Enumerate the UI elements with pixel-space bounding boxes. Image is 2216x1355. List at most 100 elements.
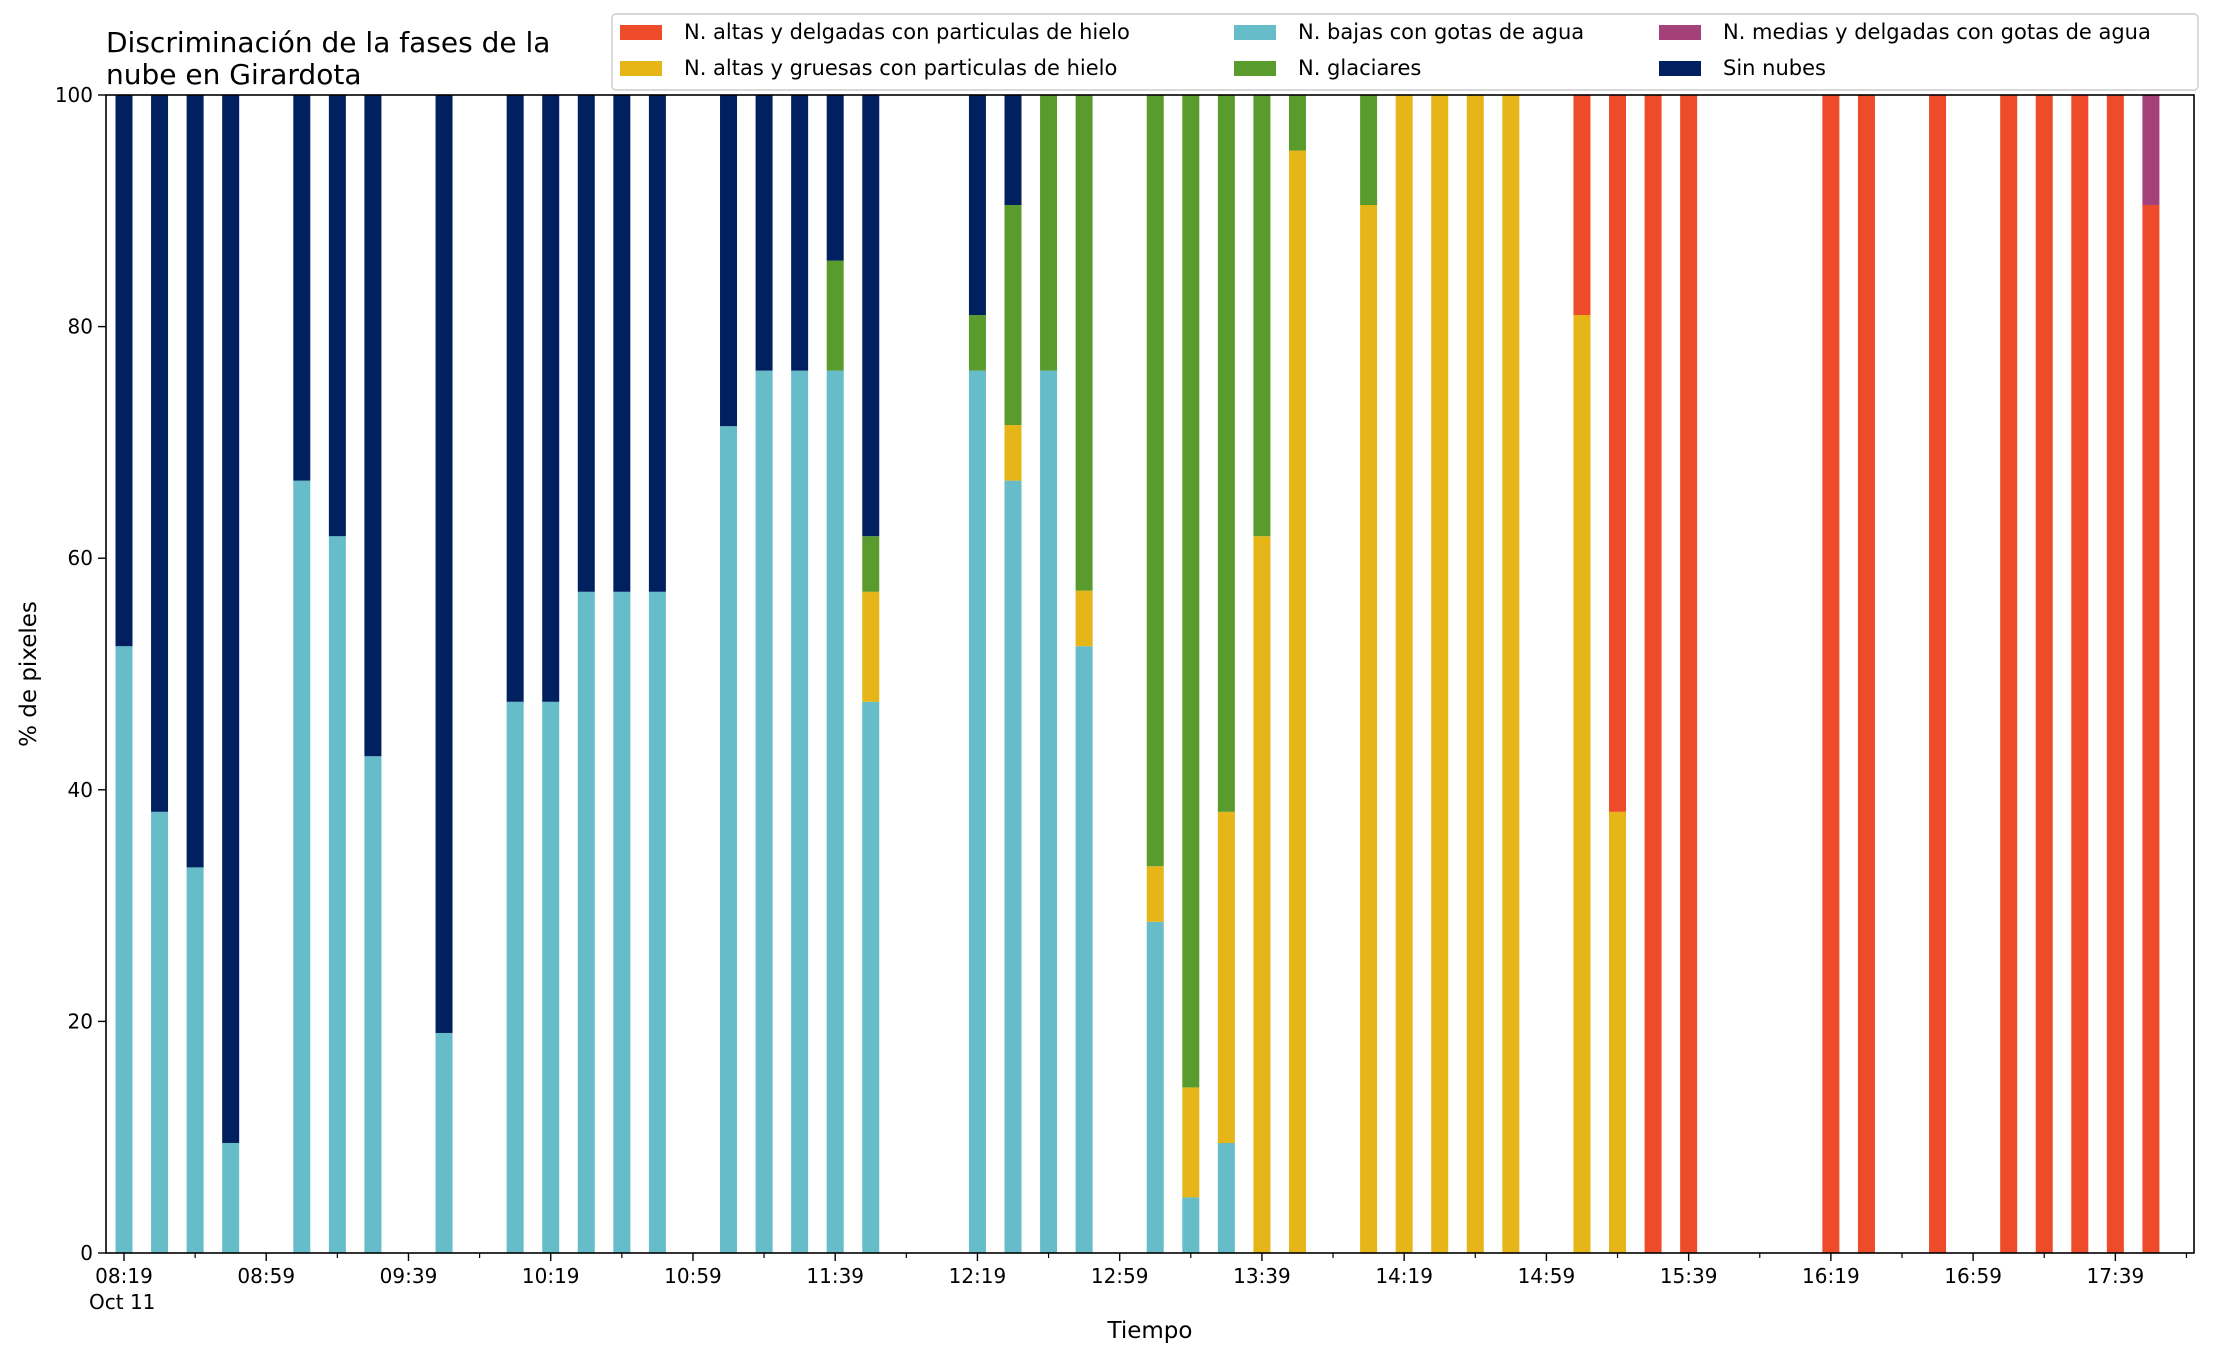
x-tick-label-2: 09:39: [380, 1264, 438, 1288]
x-tick-label-8: 13:39: [1233, 1264, 1291, 1288]
y-axis: 0 20 40 60 80 100: [55, 83, 106, 1265]
chart-title-line-2: nube en Girardota: [106, 58, 361, 91]
x-tick-label-5: 11:39: [806, 1264, 864, 1288]
legend-swatch-0-0: [620, 25, 662, 40]
bar-segment-0-0: [115, 646, 133, 1253]
x-tick-label-1: 08:59: [237, 1264, 295, 1288]
bar-segment-29-1: [1431, 95, 1449, 1253]
bar-segment-5-0: [328, 536, 346, 1253]
x-tick-label-3: 10:19: [522, 1264, 580, 1288]
legend-label-2-1: Sin nubes: [1723, 56, 1826, 80]
bar-segment-22-1: [1146, 866, 1164, 922]
bar-segment-41-3: [2071, 95, 2089, 1253]
legend-swatch-1-0: [1234, 25, 1276, 40]
bar-segment-11-0: [613, 591, 631, 1253]
legend-label-0-1: N. altas y gruesas con particulas de hie…: [684, 56, 1117, 80]
y-tick-label-1: 20: [68, 1009, 93, 1033]
bar-segment-37-3: [1857, 95, 1875, 1253]
x-tick-label-4: 10:59: [664, 1264, 722, 1288]
bar-segment-13-0: [720, 426, 738, 1253]
bar-segment-1-0: [151, 811, 169, 1253]
bar-segment-9-0: [542, 701, 560, 1253]
bar-segment-6-0: [364, 756, 382, 1253]
bar-segment-18-2: [968, 315, 986, 371]
bar-segment-19-2: [1004, 205, 1022, 426]
bar-segment-23-2: [1182, 95, 1200, 1088]
bar-segment-24-0: [1217, 1142, 1235, 1253]
bar-segment-33-3: [1609, 95, 1627, 812]
bar-segment-3-0: [222, 1142, 240, 1253]
bar-segment-10-5: [577, 95, 595, 592]
bar-segment-25-2: [1253, 95, 1271, 537]
bar-segment-26-1: [1288, 150, 1306, 1254]
bar-segment-26-2: [1288, 95, 1306, 151]
bar-segment-16-0: [826, 370, 844, 1254]
bar-segment-22-0: [1146, 921, 1164, 1253]
bar-segment-18-5: [968, 95, 986, 316]
bar-segment-32-1: [1573, 315, 1591, 1253]
bar-segment-15-5: [791, 95, 809, 371]
bar-segment-17-0: [862, 701, 880, 1253]
bar-segment-19-0: [1004, 480, 1022, 1253]
legend-swatch-1-1: [1234, 61, 1276, 76]
bar-segment-21-0: [1075, 646, 1093, 1253]
bar-segment-31-1: [1502, 95, 1520, 1253]
bar-segment-8-5: [506, 95, 524, 702]
legend-label-0-0: N. altas y delgadas con particulas de hi…: [684, 20, 1130, 44]
bar-segment-24-2: [1217, 95, 1235, 812]
x-axis-label: Tiempo: [1107, 1318, 1193, 1344]
bar-segment-12-0: [648, 591, 666, 1253]
bar-segment-42-3: [2106, 95, 2124, 1253]
bar-segment-8-0: [506, 701, 524, 1253]
bar-segment-10-0: [577, 591, 595, 1253]
legend-box: [611, 13, 2199, 91]
bar-segment-32-3: [1573, 95, 1591, 316]
bar-segment-9-5: [542, 95, 560, 702]
bar-segment-27-2: [1360, 95, 1378, 206]
x-tick-label-12: 16:19: [1802, 1264, 1860, 1288]
x-tick-label-13: 16:59: [1944, 1264, 2002, 1288]
bar-segment-25-1: [1253, 536, 1271, 1253]
x-tick-label-11: 15:39: [1660, 1264, 1718, 1288]
bar-segment-33-1: [1609, 811, 1627, 1253]
bar-segment-7-0: [435, 1032, 453, 1253]
x-tick-label-14: 17:39: [2087, 1264, 2145, 1288]
x-date-label: Oct 11: [89, 1290, 155, 1314]
y-tick-label-4: 80: [68, 315, 93, 339]
bar-segment-5-5: [328, 95, 346, 537]
bar-segment-2-0: [186, 867, 204, 1253]
legend-swatch-2-1: [1659, 61, 1701, 76]
bar-segment-6-5: [364, 95, 382, 757]
bar-segment-21-2: [1075, 95, 1093, 591]
bar-segment-1-5: [151, 95, 169, 812]
plot-frame: [105, 94, 2195, 1254]
bar-segment-12-5: [648, 95, 666, 592]
x-tick-label-9: 14:19: [1375, 1264, 1433, 1288]
bar-segment-13-5: [720, 95, 738, 427]
bar-segment-35-3: [1680, 95, 1698, 1253]
bar-segment-21-1: [1075, 590, 1093, 647]
bar-segment-20-2: [1040, 95, 1058, 371]
bar-segment-16-5: [826, 95, 844, 261]
bars-layer: [115, 95, 2160, 1254]
bar-segment-14-5: [755, 95, 773, 371]
legend-label-2-0: N. medias y delgadas con gotas de agua: [1723, 20, 2151, 44]
bar-segment-23-1: [1182, 1087, 1200, 1198]
bar-segment-40-3: [2035, 95, 2053, 1253]
bar-segment-14-0: [755, 370, 773, 1254]
bar-segment-28-1: [1395, 95, 1413, 1253]
y-tick-label-0: 0: [80, 1241, 93, 1265]
bar-segment-18-0: [968, 370, 986, 1254]
x-tick-label-6: 12:19: [949, 1264, 1007, 1288]
y-tick-label-5: 100: [55, 83, 93, 107]
bar-segment-15-0: [791, 370, 809, 1254]
bar-segment-4-5: [293, 95, 311, 481]
bar-segment-43-4: [2142, 95, 2160, 206]
bar-segment-22-2: [1146, 95, 1164, 867]
x-axis: 08:19 08:59 09:39 10:19 10:59 11:39 12:19 12:59…: [89, 1253, 2188, 1314]
y-axis-label: % de pixeles: [16, 601, 42, 747]
bar-segment-4-0: [293, 480, 311, 1253]
bar-segment-17-1: [862, 591, 880, 702]
legend-swatch-2-0: [1659, 25, 1701, 40]
